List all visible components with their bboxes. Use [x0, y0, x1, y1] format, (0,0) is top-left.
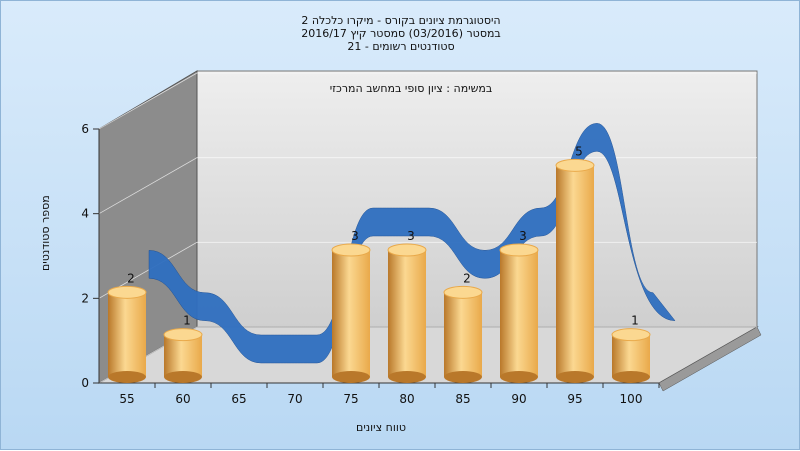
- bar: [612, 334, 650, 377]
- bar-cap: [499, 243, 539, 257]
- chart-title-line-3: סטודנטים רשומים - 21: [347, 40, 455, 53]
- bar-value-label: 1: [183, 314, 191, 328]
- x-tick-label: 75: [343, 392, 358, 406]
- bar-cap: [555, 158, 595, 172]
- bar-base: [164, 371, 202, 383]
- y-tick-label: 2: [81, 291, 89, 305]
- gridline: [98, 157, 757, 215]
- bar-cap: [331, 243, 371, 257]
- floor-edge: [658, 326, 762, 392]
- chart-note: במשימה : ציון סופי במחשב המרכזי: [329, 82, 493, 95]
- chart-title-line-2: במסטר (03/2016) סמסטר קיץ 2016/17: [301, 27, 501, 40]
- bar: [444, 292, 482, 377]
- bar-value-label: 3: [407, 229, 415, 243]
- bar-value-label: 1: [631, 314, 639, 328]
- bar-base: [388, 371, 426, 383]
- bar-cap: [611, 328, 651, 342]
- x-tick-label: 80: [399, 392, 414, 406]
- bar-base: [500, 371, 538, 383]
- bar-value-label: 3: [351, 229, 359, 243]
- y-tick-label: 0: [81, 376, 89, 390]
- bar-cap: [387, 243, 427, 257]
- x-tick-label: 65: [231, 392, 246, 406]
- bar-cap: [443, 285, 483, 299]
- x-axis-label: טווח ציונים: [356, 421, 406, 434]
- bar-base: [444, 371, 482, 383]
- y-axis-label: מספר סטודנטים: [39, 195, 52, 271]
- bar-base: [108, 371, 146, 383]
- bar-base: [612, 371, 650, 383]
- bar-value-label: 2: [463, 271, 471, 285]
- bar-base: [556, 371, 594, 383]
- bar-value-label: 2: [127, 271, 135, 285]
- bar-cap: [107, 285, 147, 299]
- x-tick-label: 55: [119, 392, 134, 406]
- x-tick-label: 90: [511, 392, 526, 406]
- bar-cap: [163, 328, 203, 342]
- bar: [500, 250, 538, 377]
- x-tick-label: 60: [175, 392, 190, 406]
- bar-base: [332, 371, 370, 383]
- y-tick-label: 6: [81, 122, 89, 136]
- bar-value-label: 3: [519, 229, 527, 243]
- y-tick-label: 4: [81, 207, 89, 221]
- x-tick-label: 85: [455, 392, 470, 406]
- bar: [388, 250, 426, 377]
- chart-title-line-1: היסטוגרמת ציונים בקורס - מיקרו כלכלה 2: [301, 14, 501, 27]
- bar: [556, 165, 594, 377]
- bar: [108, 292, 146, 377]
- x-tick-label: 95: [567, 392, 582, 406]
- bar: [332, 250, 370, 377]
- gridline: [98, 72, 757, 130]
- x-tick-label: 70: [287, 392, 302, 406]
- x-tick-label: 100: [620, 392, 643, 406]
- bar: [164, 334, 202, 377]
- bar-value-label: 5: [575, 144, 583, 158]
